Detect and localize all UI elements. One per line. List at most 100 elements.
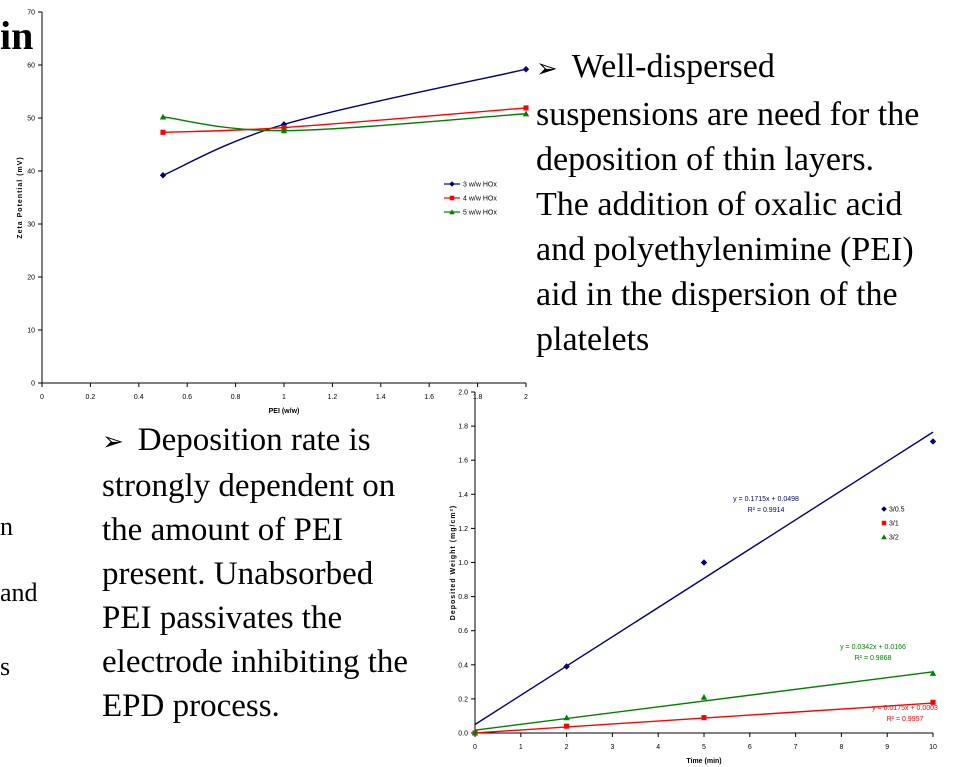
y-tick-label: 40 (27, 169, 35, 176)
y-tick-label: 1.8 (458, 424, 468, 431)
data-point (159, 113, 167, 120)
bullet-dispersion: ➢ Well-dispersed suspensions are need for… (536, 44, 919, 362)
data-point (449, 195, 455, 201)
bullet-line: ➢ Deposition rate is (102, 418, 408, 464)
x-axis-label: PEI (w/w) (269, 408, 300, 415)
data-point (449, 209, 455, 215)
x-tick-label: 1.2 (328, 394, 338, 401)
x-tick-label: 0.2 (86, 394, 96, 401)
series-line (162, 113, 527, 132)
bullet-line: present. Unabsorbed (102, 556, 374, 592)
x-tick-label: 10 (929, 744, 937, 751)
x-tick-label: 0 (473, 744, 477, 751)
bullet-line: strongly dependent on (102, 468, 396, 504)
bullet-deposition-rate: ➢ Deposition rate is strongly dependent o… (102, 418, 408, 728)
y-tick-label: 10 (27, 328, 35, 335)
x-axis-label: Time (min) (686, 758, 721, 765)
y-tick-label: 0.0 (458, 731, 468, 738)
y-axis-label: Deposited Weight (mg/cm²) (450, 505, 457, 620)
y-tick-label: 0.4 (458, 662, 468, 669)
bullet-line: and polyethylenimine (PEI) (536, 231, 914, 268)
bullet-line: EPD process. (102, 688, 280, 724)
bullet-text: Deposition rate is (137, 422, 371, 458)
y-tick-label: 1.4 (458, 492, 468, 499)
legend-label: 4 w/w HOx (463, 196, 497, 203)
y-tick-label: 20 (27, 275, 35, 282)
data-point (563, 714, 570, 721)
data-point (159, 172, 167, 179)
y-tick-label: 1.0 (458, 560, 468, 567)
bullet-line: ➢ Well-dispersed (536, 44, 919, 92)
x-tick-label: 4 (656, 744, 660, 751)
data-point (881, 520, 887, 526)
zeta-potential-chart: 0 0.2 0.4 0.6 0.8 1 1.2 1.4 1.6 1.8 20102030405060… (17, 10, 530, 415)
series-line (162, 68, 527, 176)
legend-label: 3/0.5 (889, 507, 905, 514)
data-point (881, 506, 887, 512)
x-tick-label: 2 (524, 394, 528, 401)
legend-label: 3 w/w HOx (463, 182, 497, 189)
trendline-r2: R² = 0.9868 (855, 655, 892, 662)
bullet-line: aid in the dispersion of the (536, 276, 898, 313)
data-point (471, 729, 479, 736)
legend-label: 5 w/w HOx (463, 210, 497, 217)
x-tick-label: 3 (610, 744, 614, 751)
x-tick-label: 0.8 (231, 394, 241, 401)
y-tick-label: 30 (27, 222, 35, 229)
series-line (162, 107, 527, 134)
deposited-weight-chart: 0 1 2 3 4 5 6 7 8 9 10 0.0 0.2 0.4 0.6 0.8 1.0 1.2 1.4 1.6 1… (450, 390, 938, 766)
bullet-line: the amount of PEI (102, 512, 344, 548)
y-tick-label: 50 (27, 116, 35, 123)
y-tick-label: 60 (27, 63, 35, 70)
data-point (701, 715, 707, 721)
data-point (449, 181, 455, 187)
data-point (881, 534, 887, 540)
y-tick-label: 0.8 (458, 594, 468, 601)
trendline-equation: y = 0.1715x + 0.0498 (733, 496, 799, 503)
data-point (523, 105, 529, 111)
data-point (563, 663, 570, 670)
data-point (700, 693, 708, 700)
trendline (474, 671, 934, 731)
data-point (160, 129, 166, 135)
data-point (522, 66, 530, 73)
trendline-equation: y = 0.0175x + 0.0003 (872, 705, 938, 712)
x-tick-label: 1.6 (424, 394, 434, 401)
y-tick-label: 70 (27, 10, 35, 17)
y-tick-label: 1.2 (458, 526, 468, 533)
trendline (474, 431, 934, 726)
y-tick-label: 0 (31, 381, 35, 388)
data-point (522, 110, 530, 117)
slide-title-fragment: in (0, 13, 34, 58)
x-tick-label: 0 (40, 394, 44, 401)
x-tick-label: 1 (282, 394, 286, 401)
left-text-fragment-2: and (0, 578, 38, 607)
trendline-r2: R² = 0.9957 (887, 716, 924, 723)
bullet-line: electrode inhibiting the (102, 644, 409, 680)
left-text-fragment-3: s (0, 652, 11, 681)
data-point (280, 127, 288, 134)
left-text-fragment-1: n (0, 512, 13, 541)
x-tick-label: 0.6 (182, 394, 192, 401)
x-tick-label: 1.8 (473, 394, 483, 401)
x-tick-label: 2 (565, 744, 569, 751)
y-tick-label: 1.6 (458, 458, 468, 465)
x-tick-label: 9 (885, 744, 889, 751)
trendline-equation: y = 0.0342x + 0.0166 (840, 644, 906, 651)
x-tick-label: 8 (839, 744, 843, 751)
x-tick-label: 5 (702, 744, 706, 751)
arrow-bullet-icon: ➢ (102, 427, 124, 457)
y-tick-label: 2.0 (458, 390, 468, 397)
x-tick-label: 0.4 (134, 394, 144, 401)
data-point (929, 438, 937, 445)
arrow-bullet-icon: ➢ (536, 54, 558, 84)
x-tick-label: 7 (794, 744, 798, 751)
bullet-line: platelets (536, 321, 650, 358)
data-point (930, 699, 936, 705)
bullet-line: PEI passivates the (102, 600, 343, 636)
y-tick-label: 0.6 (458, 628, 468, 635)
legend-label: 3/2 (889, 535, 899, 542)
bullet-text: Well-dispersed (571, 48, 775, 85)
x-tick-label: 6 (748, 744, 752, 751)
data-point (564, 723, 570, 729)
